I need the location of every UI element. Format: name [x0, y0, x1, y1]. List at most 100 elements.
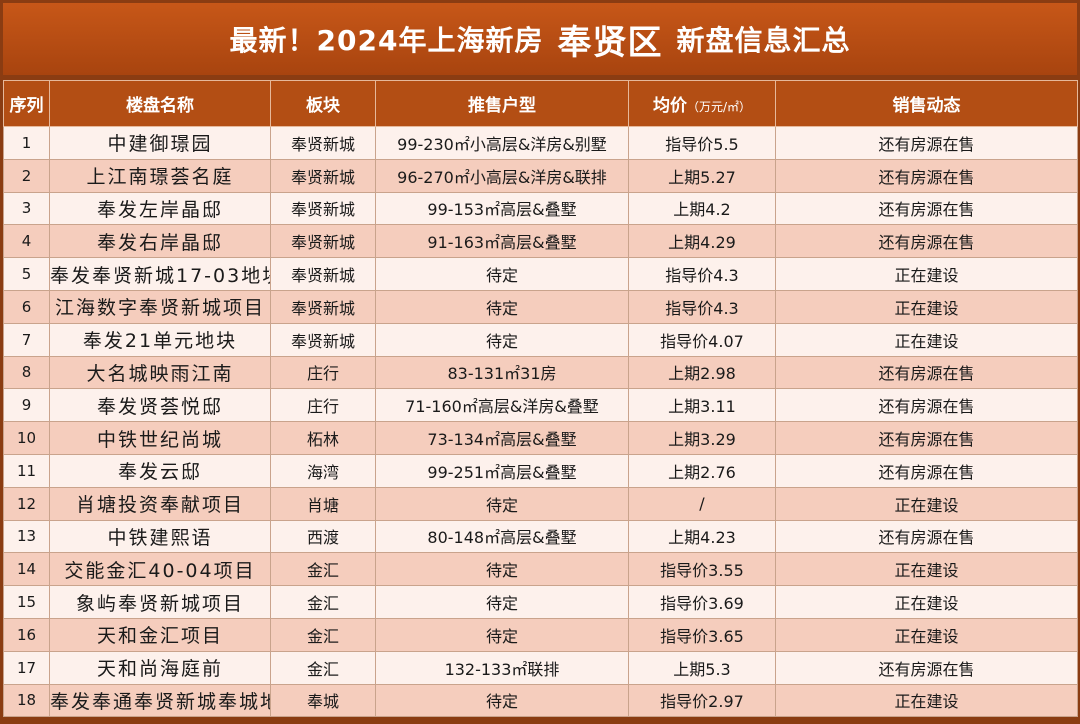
cell-price: 上期2.98 [628, 355, 776, 390]
cell-name: 中铁世纪尚城 [49, 421, 271, 455]
cell-price: 指导价5.5 [628, 126, 776, 160]
cell-name: 肖塘投资奉献项目 [49, 486, 271, 521]
cell-type: 99-251㎡高层&叠墅 [375, 453, 629, 488]
cell-block: 金汇 [270, 617, 376, 652]
table-row: 17 天和尚海庭前 金汇 132-133㎡联排 上期5.3 还有房源在售 [3, 650, 1078, 685]
header-type: 推售户型 [375, 80, 629, 127]
cell-seq: 3 [3, 191, 50, 226]
cell-type: 待定 [375, 257, 629, 291]
cell-status: 还有房源在售 [775, 158, 1078, 193]
cell-name: 奉发奉贤新城17-03地块 [49, 257, 271, 291]
cell-type: 待定 [375, 683, 629, 718]
cell-seq: 8 [3, 355, 50, 390]
cell-type: 91-163㎡高层&叠墅 [375, 224, 629, 259]
page-title: 最新！2024年上海新房 奉贤区 新盘信息汇总 [3, 3, 1077, 75]
cell-type: 99-153㎡高层&叠墅 [375, 191, 629, 226]
cell-block: 奉贤新城 [270, 191, 376, 226]
table-row: 11 奉发云邸 海湾 99-251㎡高层&叠墅 上期2.76 还有房源在售 [3, 453, 1078, 488]
cell-name: 奉发左岸晶邸 [49, 191, 271, 226]
cell-seq: 14 [3, 552, 50, 587]
cell-price: / [628, 486, 776, 521]
cell-name: 天和尚海庭前 [49, 650, 271, 685]
cell-status: 正在建设 [775, 585, 1078, 619]
cell-seq: 1 [3, 126, 50, 160]
cell-name: 奉发贤荟悦邸 [49, 388, 271, 423]
table-row: 1 中建御璟园 奉贤新城 99-230㎡小高层&洋房&别墅 指导价5.5 还有房源在售 [3, 126, 1078, 160]
cell-price: 上期4.2 [628, 191, 776, 226]
cell-price: 上期4.29 [628, 224, 776, 259]
cell-status: 还有房源在售 [775, 355, 1078, 390]
cell-status: 还有房源在售 [775, 650, 1078, 685]
cell-seq: 4 [3, 224, 50, 259]
cell-status: 还有房源在售 [775, 453, 1078, 488]
cell-price: 上期5.27 [628, 158, 776, 193]
table-row: 6 江海数字奉贤新城项目 奉贤新城 待定 指导价4.3 正在建设 [3, 289, 1078, 324]
title-suffix: 新盘信息汇总 [676, 24, 851, 57]
cell-type: 96-270㎡小高层&洋房&联排 [375, 158, 629, 193]
cell-seq: 7 [3, 322, 50, 357]
property-table: 序列 楼盘名称 板块 推售户型 均价（万元/㎡） 销售动态 1 中建御璟园 奉贤新城… [3, 80, 1078, 718]
cell-type: 99-230㎡小高层&洋房&别墅 [375, 126, 629, 160]
cell-name: 奉发21单元地块 [49, 322, 271, 357]
cell-status: 还有房源在售 [775, 224, 1078, 259]
cell-status: 正在建设 [775, 486, 1078, 521]
cell-block: 西渡 [270, 519, 376, 554]
cell-seq: 10 [3, 421, 50, 455]
cell-name: 大名城映雨江南 [49, 355, 271, 390]
table-body: 1 中建御璟园 奉贤新城 99-230㎡小高层&洋房&别墅 指导价5.5 还有房源在售 2 上… [3, 126, 1078, 718]
table-row: 3 奉发左岸晶邸 奉贤新城 99-153㎡高层&叠墅 上期4.2 还有房源在售 [3, 191, 1078, 226]
cell-status: 正在建设 [775, 322, 1078, 357]
cell-block: 金汇 [270, 585, 376, 619]
cell-name: 上江南璟荟名庭 [49, 158, 271, 193]
cell-status: 还有房源在售 [775, 191, 1078, 226]
cell-price: 指导价4.3 [628, 257, 776, 291]
table-header-row: 序列 楼盘名称 板块 推售户型 均价（万元/㎡） 销售动态 [3, 80, 1078, 127]
cell-name: 江海数字奉贤新城项目 [49, 289, 271, 324]
header-block: 板块 [270, 80, 376, 127]
cell-seq: 16 [3, 617, 50, 652]
cell-price: 指导价3.69 [628, 585, 776, 619]
cell-block: 柘林 [270, 421, 376, 455]
table-row: 12 肖塘投资奉献项目 肖塘 待定 / 正在建设 [3, 486, 1078, 521]
header-seq: 序列 [3, 80, 50, 127]
table-row: 7 奉发21单元地块 奉贤新城 待定 指导价4.07 正在建设 [3, 322, 1078, 357]
cell-name: 天和金汇项目 [49, 617, 271, 652]
cell-type: 待定 [375, 617, 629, 652]
cell-status: 正在建设 [775, 617, 1078, 652]
cell-seq: 15 [3, 585, 50, 619]
cell-price: 上期3.29 [628, 421, 776, 455]
cell-name: 象屿奉贤新城项目 [49, 585, 271, 619]
header-price: 均价（万元/㎡） [628, 80, 776, 127]
cell-name: 中铁建熙语 [49, 519, 271, 554]
cell-seq: 12 [3, 486, 50, 521]
cell-type: 71-160㎡高层&洋房&叠墅 [375, 388, 629, 423]
cell-block: 奉贤新城 [270, 257, 376, 291]
cell-status: 还有房源在售 [775, 388, 1078, 423]
cell-type: 待定 [375, 322, 629, 357]
table-row: 16 天和金汇项目 金汇 待定 指导价3.65 正在建设 [3, 617, 1078, 652]
cell-block: 庄行 [270, 388, 376, 423]
cell-seq: 5 [3, 257, 50, 291]
table-row: 10 中铁世纪尚城 柘林 73-134㎡高层&叠墅 上期3.29 还有房源在售 [3, 421, 1078, 455]
cell-seq: 9 [3, 388, 50, 423]
cell-price: 上期4.23 [628, 519, 776, 554]
cell-type: 132-133㎡联排 [375, 650, 629, 685]
cell-status: 正在建设 [775, 552, 1078, 587]
cell-status: 还有房源在售 [775, 126, 1078, 160]
header-status: 销售动态 [775, 80, 1078, 127]
cell-block: 海湾 [270, 453, 376, 488]
cell-status: 正在建设 [775, 289, 1078, 324]
cell-status: 还有房源在售 [775, 421, 1078, 455]
cell-block: 金汇 [270, 552, 376, 587]
cell-name: 奉发右岸晶邸 [49, 224, 271, 259]
cell-price: 指导价4.07 [628, 322, 776, 357]
cell-status: 还有房源在售 [775, 519, 1078, 554]
cell-price: 指导价3.65 [628, 617, 776, 652]
cell-price: 上期5.3 [628, 650, 776, 685]
cell-block: 奉贤新城 [270, 289, 376, 324]
cell-type: 83-131㎡31房 [375, 355, 629, 390]
cell-seq: 13 [3, 519, 50, 554]
cell-seq: 6 [3, 289, 50, 324]
cell-name: 中建御璟园 [49, 126, 271, 160]
